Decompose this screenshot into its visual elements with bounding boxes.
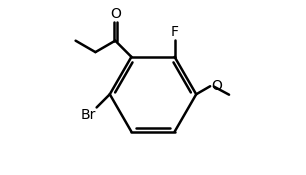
Text: F: F (171, 25, 179, 39)
Text: Br: Br (80, 108, 96, 122)
Text: O: O (211, 79, 222, 93)
Text: O: O (110, 7, 121, 21)
